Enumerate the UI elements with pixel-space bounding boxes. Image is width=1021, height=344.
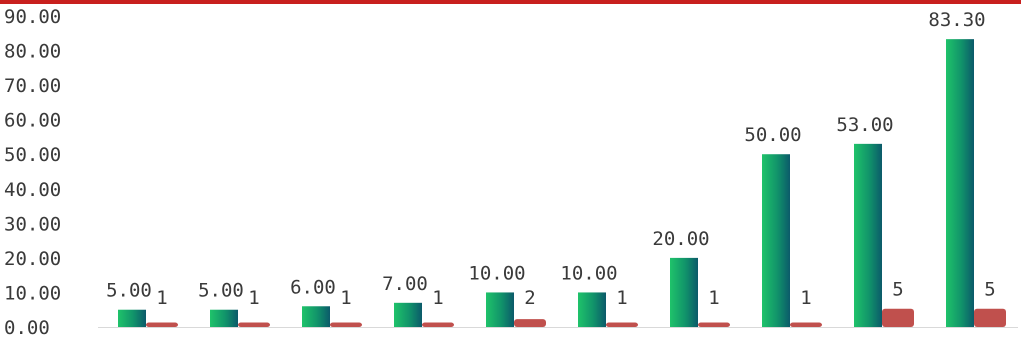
- y-tick-label: 10.00: [4, 282, 61, 304]
- data-label-series-2: 5: [984, 279, 995, 301]
- bar-series-1: [394, 302, 422, 327]
- data-label-series-2: 2: [524, 287, 535, 309]
- data-label-series-2: 1: [432, 287, 443, 309]
- bar-series-1: [762, 154, 790, 327]
- data-labels-group: 5.00 1 5.00 1 6.00 17.00110.00210.00120.00150…: [106, 9, 996, 309]
- data-label-series-1: 6.00: [290, 276, 336, 298]
- data-label-series-1: 53.00: [836, 114, 893, 136]
- bar-series-2: [698, 322, 730, 327]
- data-label-series-1: 7.00: [382, 273, 428, 295]
- data-label-series-2: 1: [248, 287, 259, 309]
- bar-series-1: [210, 309, 238, 327]
- data-label-series-1: 10.00: [468, 262, 525, 284]
- data-label-series-2: 1: [800, 287, 811, 309]
- data-label-series-1: 83.30: [928, 9, 985, 31]
- bar-series-1: [302, 306, 330, 327]
- y-tick-label: 40.00: [4, 179, 61, 201]
- y-tick-label: 70.00: [4, 75, 61, 97]
- data-label-series-2: 1: [340, 287, 351, 309]
- bar-series-2: [790, 322, 822, 327]
- bar-series-2: [514, 319, 546, 327]
- y-tick-label: 20.00: [4, 248, 61, 270]
- data-label-series-2: 1: [708, 287, 719, 309]
- y-tick-label: 30.00: [4, 213, 61, 235]
- y-tick-label: 0.00: [4, 317, 50, 339]
- data-label-series-2: 1: [156, 287, 167, 309]
- y-axis: 0.00 10.00 20.00 30.00 40.00 50.00 60.00 70.00 8…: [4, 6, 61, 339]
- y-tick-label: 50.00: [4, 144, 61, 166]
- data-label-series-1: 5.00: [198, 280, 244, 302]
- bar-series-2: [330, 322, 362, 327]
- y-tick-label: 80.00: [4, 41, 61, 63]
- bar-series-1: [118, 309, 146, 327]
- data-label-series-2: 5: [892, 279, 903, 301]
- y-tick-label: 90.00: [4, 6, 61, 28]
- bar-series-2: [882, 308, 914, 327]
- bar-series-1: [670, 257, 698, 327]
- data-label-series-1: 20.00: [652, 228, 709, 250]
- bar-series-2: [422, 322, 454, 327]
- bar-series-2: [974, 308, 1006, 327]
- bar-series-1: [486, 292, 514, 327]
- bar-series-2: [238, 322, 270, 327]
- bar-series-1: [946, 39, 974, 327]
- data-label-series-1: 10.00: [560, 262, 617, 284]
- bar-series-2: [606, 322, 638, 327]
- bars-group: [118, 39, 1006, 327]
- bar-series-1: [578, 292, 606, 327]
- top-accent-bar: [0, 0, 1021, 4]
- bar-series-2: [146, 322, 178, 327]
- data-label-series-2: 1: [616, 287, 627, 309]
- data-label-series-1: 50.00: [744, 124, 801, 146]
- bar-series-1: [854, 143, 882, 327]
- y-tick-label: 60.00: [4, 110, 61, 132]
- data-label-series-1: 5.00: [106, 280, 152, 302]
